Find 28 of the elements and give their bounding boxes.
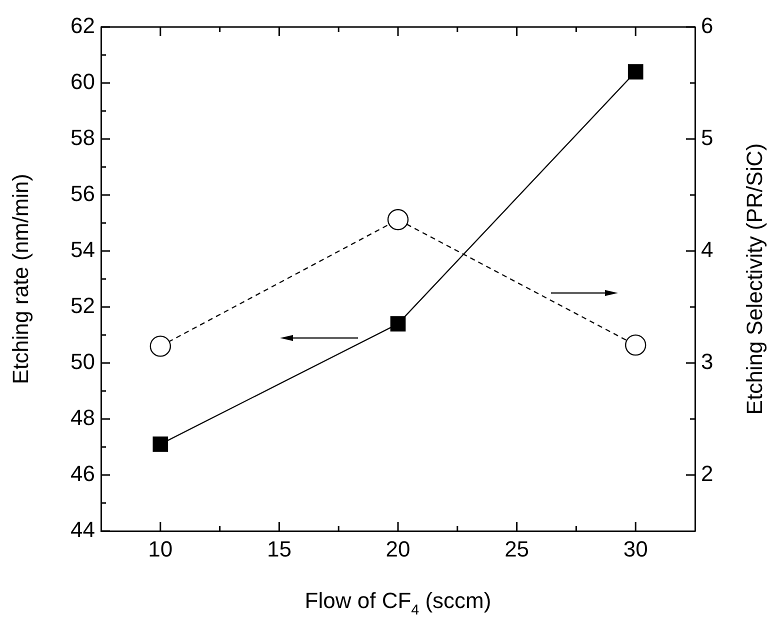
point [628,64,644,80]
point [390,316,406,332]
y-tick-label: 62 [70,13,95,38]
y-axis-title: Etching rate (nm/min) [8,174,33,384]
y-tick-label: 48 [70,405,95,430]
y2-axis-title: Etching Selectivity (PR/SiC) [742,143,767,415]
y-tick-label: 60 [70,69,95,94]
y2-tick-label: 3 [701,349,714,374]
y2-tick-label: 4 [701,237,714,262]
x-tick-label: 20 [386,536,410,562]
y-tick-label: 56 [70,181,95,206]
y-tick-label: 46 [70,461,95,486]
y-tick-label: 58 [70,125,95,150]
point [387,209,409,230]
x-tick-label: 15 [266,536,292,562]
x-tick-label: 30 [623,536,648,562]
y-tick-label: 50 [70,349,95,374]
point [150,336,171,357]
point [625,334,646,356]
y2-tick-label: 6 [701,13,714,38]
y-tick-label: 54 [70,237,95,262]
point [152,436,168,452]
x-tick-label: 10 [148,536,173,562]
y-tick-label: 52 [70,293,95,318]
y-tick-label: 44 [70,517,95,542]
y2-tick-label: 5 [701,125,714,150]
y2-tick-label: 2 [701,461,714,486]
x-tick-label: 25 [504,536,530,562]
